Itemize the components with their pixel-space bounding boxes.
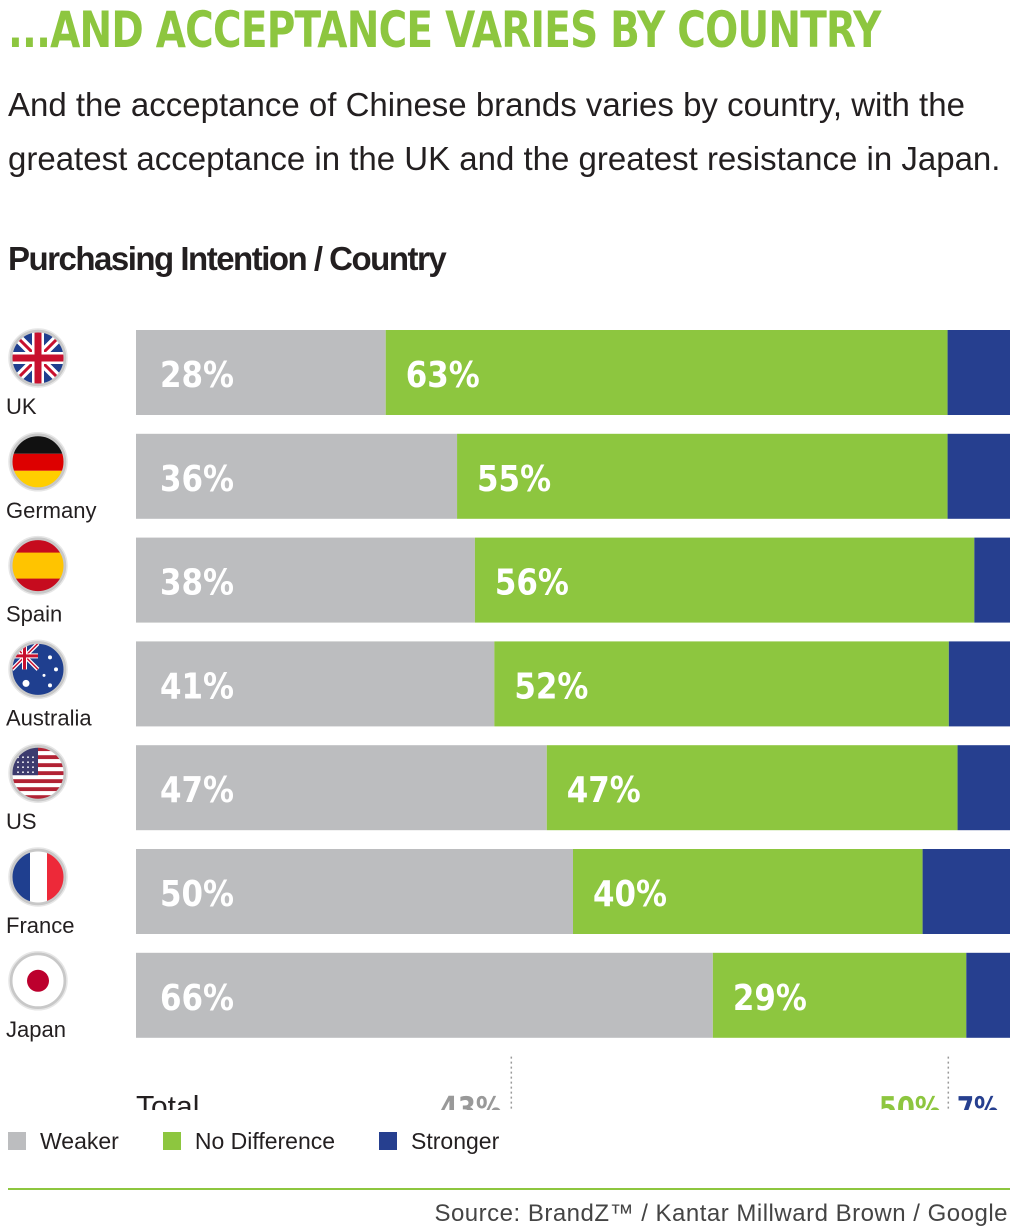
label-weaker-germany: 36% bbox=[160, 459, 234, 500]
bar-weaker-germany bbox=[136, 433, 458, 519]
label-weaker-france: 50% bbox=[160, 874, 234, 915]
bar-weaker-japan bbox=[136, 952, 713, 1038]
flag-spain-icon bbox=[8, 535, 68, 596]
country-label-us: US bbox=[6, 809, 37, 834]
stacked-bar-chart: UK 28% 63% Germany 36% 55% Spain 38% 56% Australi… bbox=[6, 328, 1010, 1110]
country-label-japan: Japan bbox=[6, 1017, 66, 1042]
bar-row-us: US 47% 47% bbox=[6, 743, 1010, 834]
legend-label-no-difference: No Difference bbox=[194, 1127, 336, 1154]
flag-germany-icon bbox=[8, 432, 68, 492]
country-label-uk: UK bbox=[6, 394, 37, 419]
bar-weaker-us bbox=[136, 745, 547, 831]
bar-stronger-france bbox=[922, 849, 1010, 934]
legend-swatch-no-difference bbox=[162, 1132, 181, 1150]
bar-weaker-spain bbox=[136, 537, 475, 623]
bar-no-difference-germany bbox=[457, 433, 948, 519]
legend-swatch-stronger bbox=[379, 1132, 398, 1150]
country-label-australia: Australia bbox=[6, 705, 92, 730]
country-label-germany: Germany bbox=[6, 498, 96, 523]
label-no-difference-us: 47% bbox=[567, 770, 641, 811]
label-weaker-uk: 28% bbox=[160, 355, 234, 396]
total-weaker-value: 43% bbox=[440, 1090, 502, 1110]
flag-japan-icon bbox=[8, 951, 68, 1011]
divider bbox=[8, 1188, 1010, 1190]
legend-label-stronger: Stronger bbox=[411, 1127, 500, 1154]
bar-stronger-spain bbox=[974, 537, 1010, 623]
flag-australia-icon bbox=[8, 639, 68, 700]
label-weaker-us: 47% bbox=[160, 770, 234, 811]
bar-row-france: France 50% 40% bbox=[6, 847, 1010, 938]
label-weaker-spain: 38% bbox=[160, 563, 234, 604]
label-no-difference-uk: 63% bbox=[406, 355, 480, 396]
source-note: Source: BrandZ™ / Kantar Millward Brown … bbox=[434, 1200, 1008, 1227]
bar-row-spain: Spain 38% 56% bbox=[6, 535, 1010, 627]
bar-stronger-australia bbox=[948, 641, 1010, 727]
flag-france-icon bbox=[8, 847, 68, 907]
bar-no-difference-japan bbox=[712, 952, 967, 1038]
headline: ...AND ACCEPTANCE VARIES BY COUNTRY bbox=[8, 1, 881, 59]
label-weaker-japan: 66% bbox=[160, 978, 234, 1019]
flag-uk-icon bbox=[8, 328, 68, 388]
legend-item-no-difference: No Difference bbox=[162, 1127, 336, 1155]
bar-stronger-germany bbox=[947, 433, 1010, 519]
country-label-spain: Spain bbox=[6, 602, 62, 627]
chart-title: Purchasing Intention / Country bbox=[8, 240, 447, 277]
flag-us-icon bbox=[8, 743, 68, 803]
bar-weaker-australia bbox=[136, 641, 495, 727]
bar-stronger-uk bbox=[947, 330, 1010, 415]
label-no-difference-japan: 29% bbox=[733, 978, 807, 1019]
legend-swatch-weaker bbox=[8, 1132, 26, 1150]
bar-row-uk: UK 28% 63% bbox=[6, 328, 1010, 419]
bar-no-difference-uk bbox=[385, 330, 948, 415]
bar-no-difference-france bbox=[573, 849, 923, 934]
bar-row-australia: Australia 41% 52% bbox=[6, 639, 1010, 730]
label-no-difference-germany: 55% bbox=[477, 459, 551, 500]
country-label-france: France bbox=[6, 913, 74, 938]
bar-stronger-japan bbox=[966, 952, 1010, 1038]
label-no-difference-france: 40% bbox=[593, 874, 667, 915]
bar-row-japan: Japan 66% 29% bbox=[6, 951, 1010, 1042]
bar-stronger-us bbox=[957, 745, 1010, 831]
bar-weaker-uk bbox=[136, 330, 386, 415]
total-stronger-value: 7% bbox=[957, 1090, 999, 1110]
bar-no-difference-australia bbox=[494, 641, 949, 727]
total-label: Total bbox=[136, 1091, 199, 1110]
legend-label-weaker: Weaker bbox=[40, 1127, 119, 1154]
label-no-difference-australia: 52% bbox=[514, 666, 588, 707]
legend-item-stronger: Stronger bbox=[379, 1128, 499, 1155]
legend-item-weaker: Weaker bbox=[8, 1128, 119, 1155]
label-no-difference-spain: 56% bbox=[495, 563, 569, 604]
intro-text: And the acceptance of Chinese brands var… bbox=[8, 86, 1001, 177]
legend: Weaker No Difference Stronger bbox=[8, 1126, 543, 1156]
bar-no-difference-spain bbox=[474, 537, 975, 623]
bar-row-germany: Germany 36% 55% bbox=[6, 432, 1010, 523]
bar-weaker-france bbox=[136, 849, 573, 934]
bar-no-difference-us bbox=[546, 745, 958, 831]
total-no-difference-value: 50% bbox=[879, 1090, 941, 1110]
label-weaker-australia: 41% bbox=[160, 666, 234, 707]
